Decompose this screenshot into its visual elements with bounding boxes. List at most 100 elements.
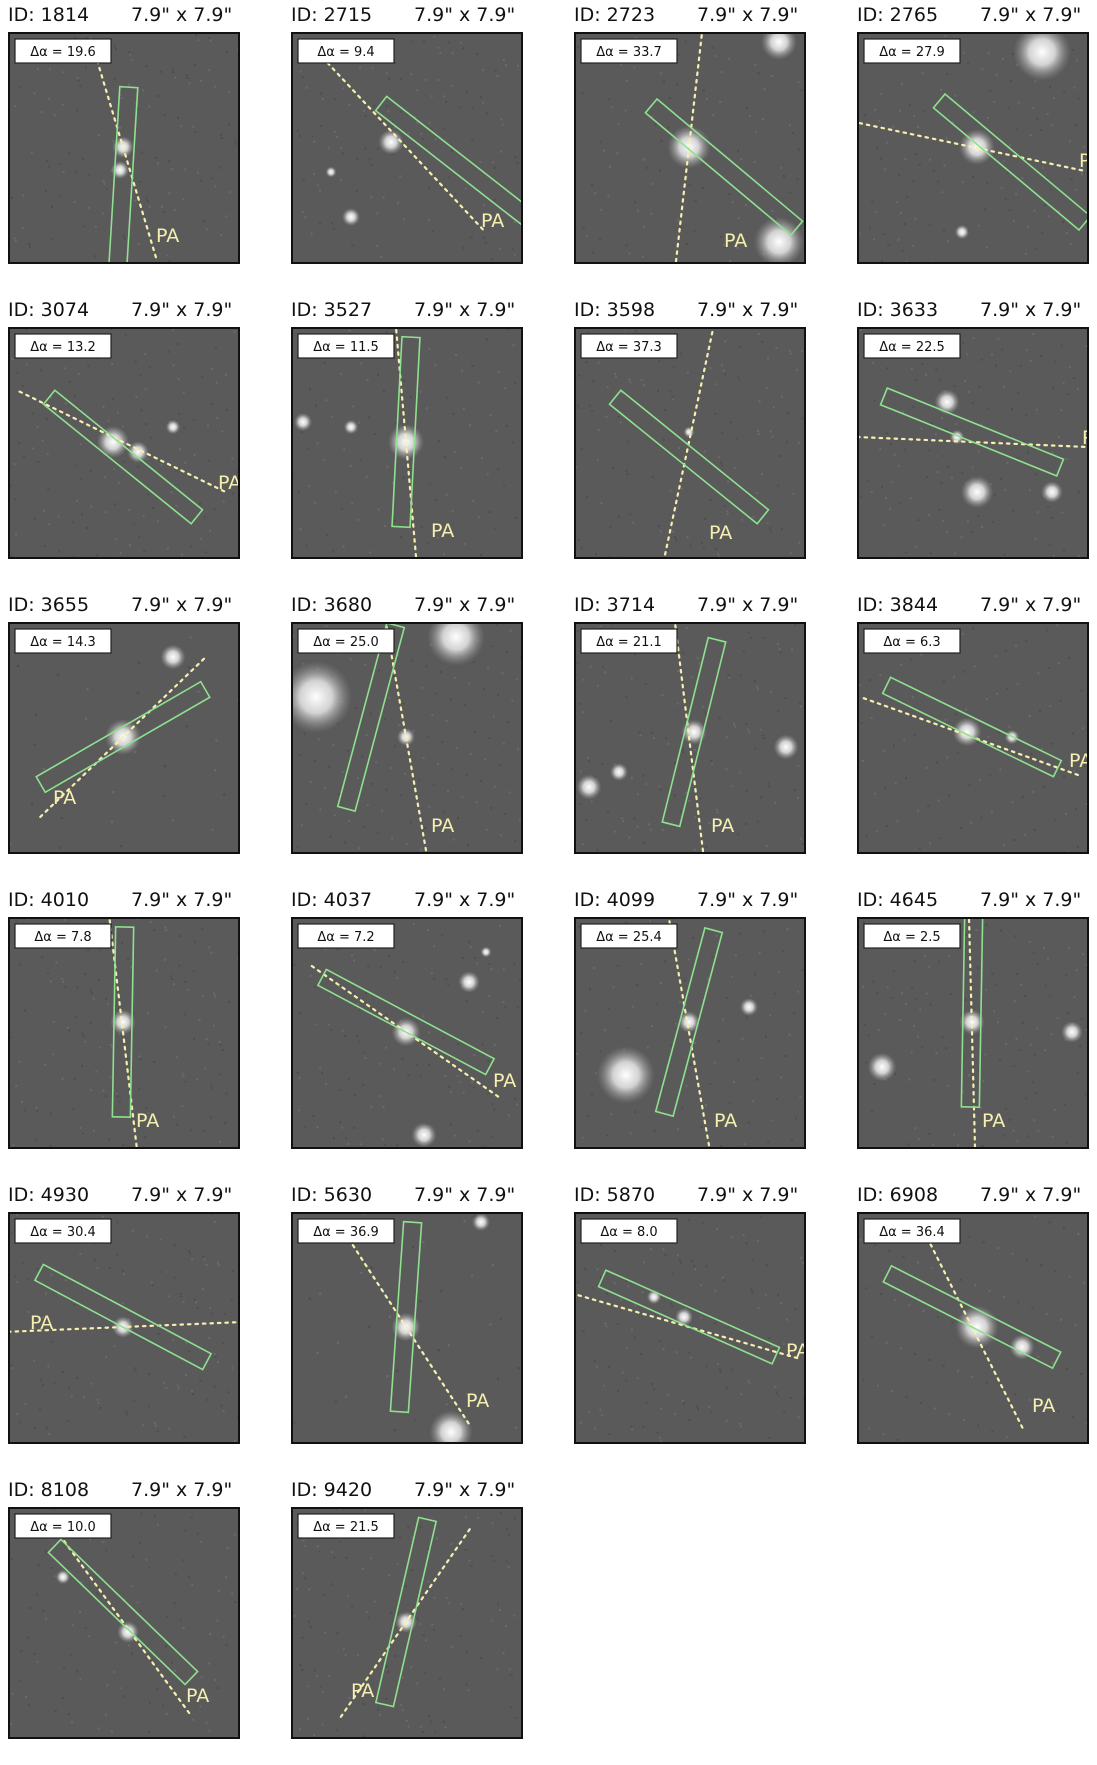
noise-speckle <box>371 164 373 166</box>
noise-speckle <box>328 766 330 768</box>
noise-speckle <box>1026 1259 1028 1261</box>
source-blob <box>597 1046 655 1104</box>
noise-speckle <box>689 1419 691 1421</box>
noise-speckle <box>944 165 946 167</box>
noise-speckle <box>410 73 412 75</box>
noise-speckle <box>1020 984 1022 986</box>
noise-speckle <box>642 1291 644 1293</box>
noise-speckle <box>100 1407 102 1409</box>
noise-speckle <box>589 405 591 407</box>
noise-speckle <box>669 490 671 492</box>
noise-speckle <box>599 625 601 627</box>
noise-speckle <box>477 381 479 383</box>
noise-speckle <box>663 439 665 441</box>
noise-speckle <box>668 127 670 129</box>
noise-speckle <box>42 440 44 442</box>
noise-speckle <box>998 440 1000 442</box>
pa-label: PA <box>186 1685 209 1707</box>
panel-size-label: 7.9" x 7.9" <box>131 299 232 321</box>
noise-speckle <box>425 79 427 81</box>
noise-speckle <box>443 1721 445 1723</box>
noise-speckle <box>728 58 730 60</box>
noise-speckle <box>948 794 950 796</box>
noise-speckle <box>1051 743 1053 745</box>
noise-speckle <box>786 442 788 444</box>
noise-speckle <box>370 196 372 198</box>
noise-speckle <box>489 963 491 965</box>
noise-speckle <box>192 1393 194 1395</box>
noise-speckle <box>464 543 466 545</box>
noise-speckle <box>1077 1072 1079 1074</box>
pa-label: PA <box>431 520 454 542</box>
noise-speckle <box>997 1021 999 1023</box>
noise-speckle <box>385 1047 387 1049</box>
noise-speckle <box>31 803 33 805</box>
noise-speckle <box>991 812 993 814</box>
noise-speckle <box>190 1129 192 1131</box>
noise-speckle <box>489 414 491 416</box>
noise-speckle <box>303 1540 305 1542</box>
noise-speckle <box>397 1563 399 1565</box>
noise-speckle <box>967 63 969 65</box>
noise-speckle <box>210 1084 212 1086</box>
noise-speckle <box>165 1713 167 1715</box>
noise-speckle <box>173 1116 175 1118</box>
noise-speckle <box>197 172 199 174</box>
noise-speckle <box>614 1250 616 1252</box>
noise-speckle <box>1066 1367 1068 1369</box>
noise-speckle <box>492 1522 494 1524</box>
noise-speckle <box>910 497 912 499</box>
noise-speckle <box>801 350 803 352</box>
noise-speckle <box>22 194 24 196</box>
noise-speckle <box>494 786 496 788</box>
noise-speckle <box>356 191 358 193</box>
noise-speckle <box>386 73 388 75</box>
noise-speckle <box>314 1669 316 1671</box>
noise-speckle <box>793 1012 795 1014</box>
noise-speckle <box>895 782 897 784</box>
noise-speckle <box>752 1259 754 1261</box>
noise-speckle <box>606 1135 608 1137</box>
noise-speckle <box>188 666 190 668</box>
noise-speckle <box>789 350 791 352</box>
noise-speckle <box>15 533 17 535</box>
noise-speckle <box>1077 388 1079 390</box>
panel-id-label: ID: 4645 <box>857 889 938 911</box>
noise-speckle <box>55 962 57 964</box>
noise-speckle <box>913 1025 915 1027</box>
noise-speckle <box>42 1610 44 1612</box>
panel-id-label: ID: 3598 <box>574 299 655 321</box>
noise-speckle <box>660 982 662 984</box>
noise-speckle <box>143 515 145 517</box>
noise-speckle <box>15 1085 17 1087</box>
noise-speckle <box>754 161 756 163</box>
noise-speckle <box>709 499 711 501</box>
pa-label: PA <box>351 1680 374 1702</box>
noise-speckle <box>643 842 645 844</box>
noise-speckle <box>319 1067 321 1069</box>
noise-speckle <box>226 409 228 411</box>
noise-speckle <box>1072 732 1074 734</box>
noise-speckle <box>98 134 100 136</box>
noise-speckle <box>393 1069 395 1071</box>
noise-speckle <box>428 1064 430 1066</box>
noise-speckle <box>215 347 217 349</box>
noise-speckle <box>444 456 446 458</box>
noise-speckle <box>91 992 93 994</box>
noise-speckle <box>878 1029 880 1031</box>
noise-speckle <box>604 1029 606 1031</box>
noise-speckle <box>400 1704 402 1706</box>
noise-speckle <box>946 531 948 533</box>
delta-label: Δα = 7.2 <box>317 930 374 945</box>
noise-speckle <box>983 1241 985 1243</box>
noise-speckle <box>301 1669 303 1671</box>
noise-speckle <box>642 775 644 777</box>
